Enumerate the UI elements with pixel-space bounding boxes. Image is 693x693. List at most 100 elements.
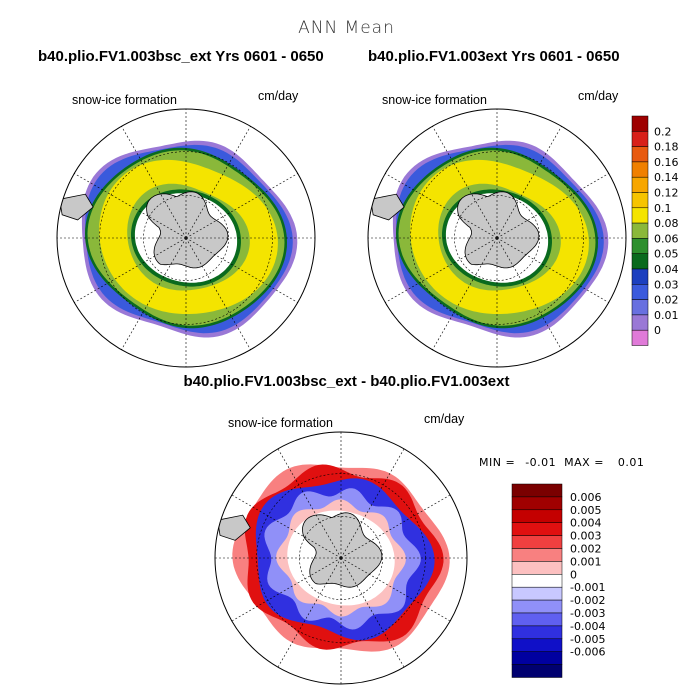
colorbar-difference-swatch <box>511 586 563 601</box>
colorbar-top-tick-label: 0.14 <box>654 171 679 184</box>
colorbar-difference-swatch <box>511 548 563 562</box>
parallel-line <box>256 473 426 643</box>
colorbar-difference-tick-label: 0.006 <box>570 491 602 504</box>
colorbar-difference-swatch <box>511 612 563 627</box>
panel3-units-label: cm/day <box>424 412 465 426</box>
figure-title: ANN Mean <box>298 18 395 38</box>
panel-bottom-title: b40.plio.FV1.003bsc_ext - b40.plio.FV1.0… <box>183 373 510 390</box>
meridian-line <box>277 557 342 668</box>
colorbar-difference-tick-label: 0.001 <box>570 555 602 568</box>
colorbar-difference-swatch <box>511 625 563 640</box>
colorbar-top-swatch <box>631 329 649 346</box>
colorbar-difference-tick-label: 0.002 <box>570 543 602 556</box>
meridian-line <box>340 448 405 559</box>
panel1-variable-label: snow-ice formation <box>72 93 177 107</box>
map-boundary <box>56 108 316 368</box>
panel3-variable-label: snow-ice formation <box>228 416 333 430</box>
colorbar-difference-tick-label: -0.002 <box>570 594 605 607</box>
colorbar-top-tick-label: 0.12 <box>654 187 679 200</box>
colorbar-difference-swatch <box>511 638 563 652</box>
min-max-readout: MIN = -0.01 MAX = 0.01 <box>479 456 644 469</box>
colorbar-top-tick-label: 0 <box>654 324 661 337</box>
colorbar-top-tick-label: 0.08 <box>654 217 679 230</box>
colorbar-difference-tick-label: 0.005 <box>570 504 602 517</box>
colorbar-difference-tick-label: 0 <box>570 568 577 581</box>
colorbar-difference-swatch <box>511 535 563 549</box>
max-value: 0.01 <box>617 456 645 469</box>
meridian-line <box>121 126 187 239</box>
colorbar-top-tick-label: 0.04 <box>654 263 679 276</box>
colorbar-difference-swatch <box>511 651 563 665</box>
meridian-line <box>385 237 498 303</box>
colorbar-top-tick-label: 0.03 <box>654 278 679 291</box>
colorbar-difference-swatch <box>511 574 563 588</box>
colorbar-difference-tick-label: -0.006 <box>570 646 605 659</box>
colorbar-difference-swatch <box>511 496 563 511</box>
panel-top-right-title: b40.plio.FV1.003ext Yrs 0601 - 0650 <box>368 48 620 65</box>
colorbar-top-tick-label: 0.02 <box>654 294 679 307</box>
meridian-line <box>496 237 609 303</box>
meridian-line <box>277 448 342 559</box>
colorbar-top-tick-label: 0.1 <box>654 202 672 215</box>
meridian-line <box>385 173 498 239</box>
parallel-line <box>454 195 540 281</box>
min-label: MIN = <box>479 456 516 469</box>
panel2-units-label: cm/day <box>578 89 619 103</box>
meridian-line <box>340 557 405 668</box>
panel1-units-label: cm/day <box>258 89 299 103</box>
colorbar-top-tick-label: 0.2 <box>654 125 672 138</box>
meridian-line <box>185 237 251 350</box>
colorbar-difference-tick-label: -0.001 <box>570 581 605 594</box>
meridian-line <box>121 237 187 350</box>
colorbar-difference-tick-label: 0.004 <box>570 517 602 530</box>
meridian-line <box>496 126 562 239</box>
map-field <box>215 432 467 684</box>
parallel-line <box>143 195 229 281</box>
min-value: -0.01 <box>525 456 557 469</box>
meridian-line <box>185 126 251 239</box>
meridian-line <box>185 237 298 303</box>
colorbar-top-tick-label: 0.01 <box>654 309 679 322</box>
meridian-line <box>231 557 342 622</box>
colorbar-difference-tick-label: -0.003 <box>570 607 605 620</box>
panel2-variable-label: snow-ice formation <box>382 93 487 107</box>
parallel-line <box>299 516 383 600</box>
meridian-line <box>340 494 451 559</box>
meridian-line <box>432 126 498 239</box>
colorbar-difference-swatch <box>511 561 563 575</box>
panel-top-left-title: b40.plio.FV1.003bsc_ext Yrs 0601 - 0650 <box>38 48 324 65</box>
colorbar-difference-swatch <box>511 522 563 536</box>
colorbar-top-tick-label: 0.18 <box>654 141 679 154</box>
map-field <box>368 109 626 367</box>
colorbar-difference-swatch <box>511 509 563 523</box>
colorbar-top-tick-label: 0.05 <box>654 248 679 261</box>
colorbar-difference-swatch <box>511 483 563 498</box>
colorbar-difference-swatch <box>511 599 563 614</box>
meridian-line <box>74 173 187 239</box>
meridian-line <box>340 557 451 622</box>
meridian-line <box>185 173 298 239</box>
meridian-line <box>496 173 609 239</box>
meridian-line <box>432 237 498 350</box>
parallel-line <box>99 151 273 325</box>
colorbar-difference-tick-label: -0.004 <box>570 620 605 633</box>
max-label: MAX = <box>564 456 604 469</box>
map-field <box>57 109 315 367</box>
colorbar-difference-tick-label: 0.003 <box>570 530 602 543</box>
south-america-land <box>370 193 405 221</box>
colorbar-top-tick-label: 0.06 <box>654 232 679 245</box>
meridian-line <box>496 237 562 350</box>
parallel-line <box>410 151 584 325</box>
south-america-land <box>59 193 94 221</box>
meridian-line <box>74 237 187 303</box>
colorbar-difference-swatch <box>511 664 563 678</box>
meridian-line <box>231 494 342 559</box>
colorbar-top-tick-label: 0.16 <box>654 156 679 169</box>
south-america-land <box>217 514 251 541</box>
colorbar-difference-tick-label: -0.005 <box>570 633 605 646</box>
map-boundary <box>367 108 627 368</box>
